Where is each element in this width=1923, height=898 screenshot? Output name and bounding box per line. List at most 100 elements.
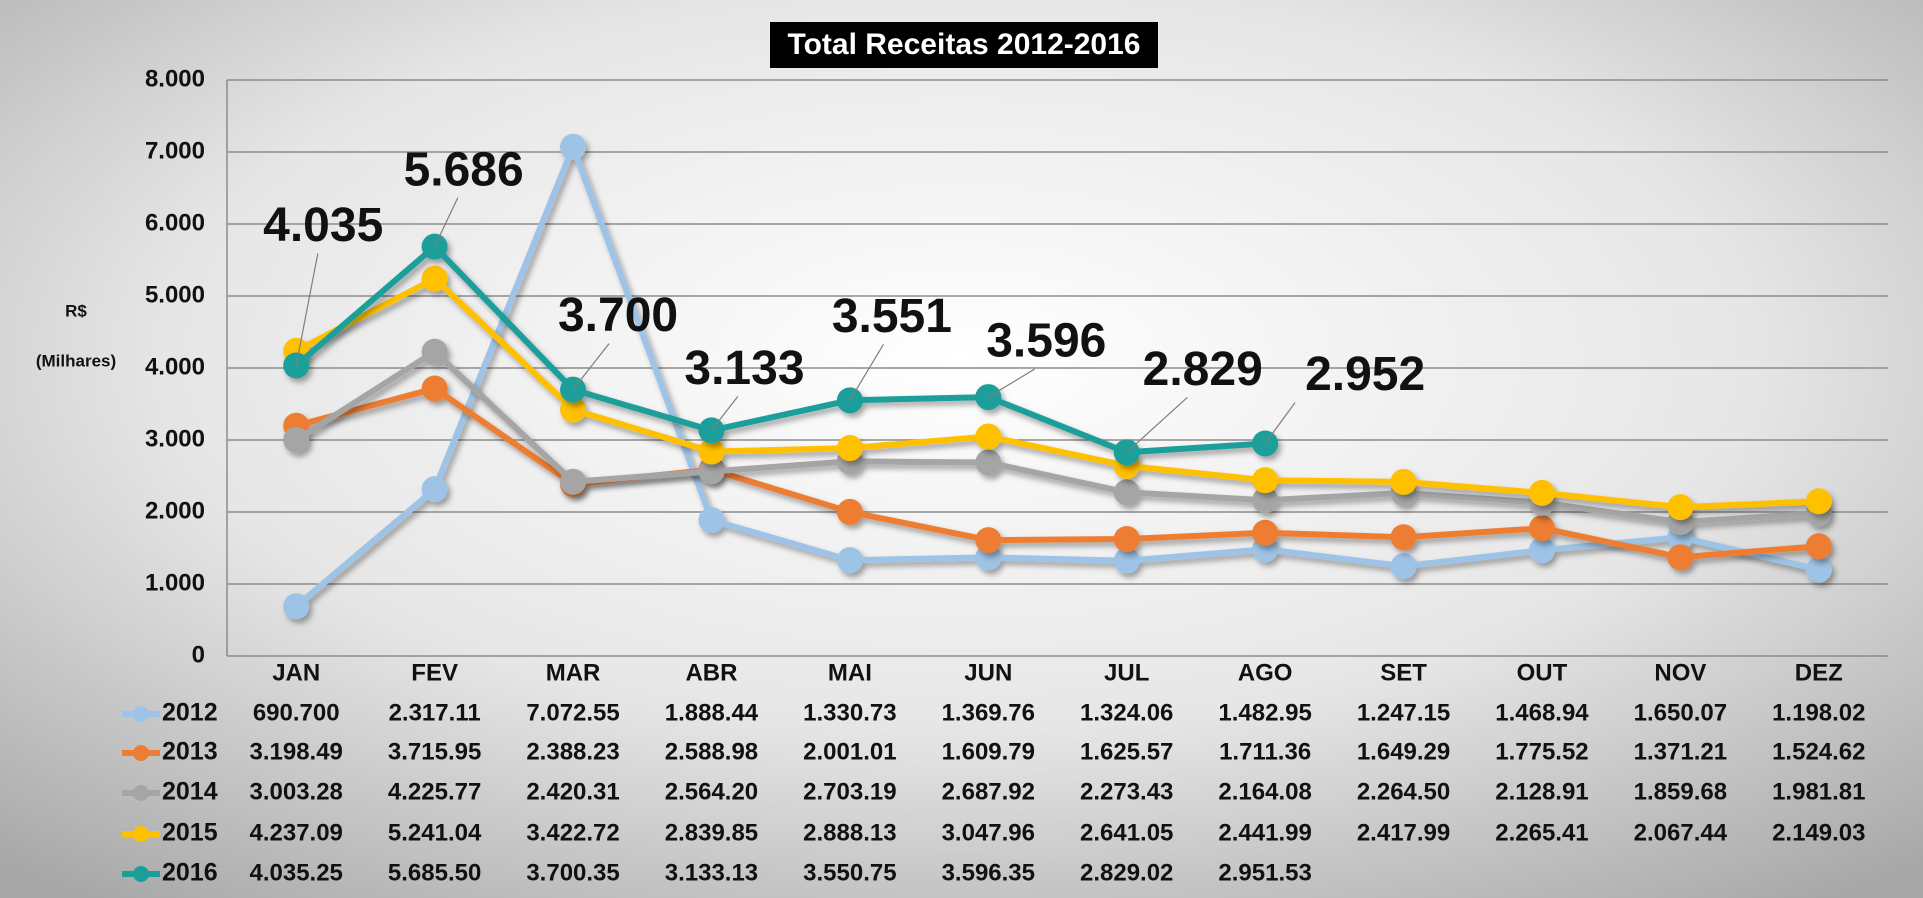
table-cell: 3.550.75 [803, 859, 896, 886]
table-cell: 3.700.35 [526, 859, 619, 886]
data-label: 2.952 [1305, 348, 1425, 401]
table-cell: 1.247.15 [1357, 699, 1450, 726]
point [975, 449, 1002, 476]
point [1390, 553, 1417, 580]
title-box [770, 22, 1158, 68]
x-tick-label: JUL [1104, 659, 1149, 686]
leader-line [849, 344, 884, 401]
point [421, 375, 448, 402]
point [560, 133, 587, 160]
point [283, 426, 310, 453]
leader-line [434, 197, 459, 247]
data-label: 2.829 [1143, 343, 1263, 396]
legend-label: 2012 [162, 699, 218, 727]
table-cell: 2.441.99 [1218, 819, 1311, 846]
series-line [294, 143, 1820, 609]
table-cell: 7.072.55 [526, 699, 619, 726]
series-line [294, 275, 1819, 511]
table-cell: 2.687.92 [942, 778, 1035, 805]
y-axis-label: (Milhares) [36, 351, 116, 370]
table-cell: 3.047.96 [942, 819, 1035, 846]
table-cell: 2.265.41 [1495, 819, 1588, 846]
series [283, 265, 1832, 521]
legend-marker [133, 826, 149, 842]
point [1113, 479, 1140, 506]
table-cell: 2.829.02 [1080, 859, 1173, 886]
y-tick-label: 6.000 [145, 209, 205, 236]
table-cell: 1.625.57 [1080, 738, 1173, 765]
table-cell: 2.264.50 [1357, 778, 1450, 805]
table-cell: 2.420.31 [526, 778, 619, 805]
leader-line [1264, 402, 1296, 444]
y-tick-label: 8.000 [145, 65, 205, 92]
table-cell: 1.369.76 [942, 699, 1035, 726]
point [836, 435, 863, 462]
x-tick-label: MAR [546, 659, 601, 686]
table-cell: 2.564.20 [665, 778, 758, 805]
point [1805, 488, 1832, 515]
x-tick-label: OUT [1517, 659, 1568, 686]
table-cell: 4.035.25 [249, 859, 342, 886]
x-tick-label: NOV [1654, 659, 1706, 686]
x-tick-label: AGO [1238, 659, 1293, 686]
point [421, 338, 448, 365]
table-cell: 3.003.28 [249, 778, 342, 805]
series [283, 375, 1832, 571]
table-cell: 3.596.35 [942, 859, 1035, 886]
leader-line [572, 343, 610, 390]
table-cell: 2.128.91 [1495, 778, 1588, 805]
point [1667, 544, 1694, 571]
data-label: 3.133 [684, 342, 804, 395]
point [698, 507, 725, 534]
point [421, 265, 448, 292]
table-cell: 1.650.07 [1634, 699, 1727, 726]
table-cell: 1.468.94 [1495, 699, 1589, 726]
legend-label: 2015 [162, 819, 218, 847]
x-tick-label: JUN [964, 659, 1012, 686]
y-tick-label: 0 [192, 641, 205, 668]
y-axis-label: R$ [65, 301, 87, 320]
x-tick-label: FEV [411, 659, 458, 686]
point [1113, 525, 1140, 552]
table-cell: 1.649.29 [1357, 738, 1450, 765]
data-label: 3.551 [832, 290, 952, 343]
table-cell: 2.888.13 [803, 819, 896, 846]
point [698, 438, 725, 465]
table-cell: 1.711.36 [1219, 738, 1311, 765]
leader-line [1126, 396, 1188, 453]
point [1805, 533, 1832, 560]
y-tick-label: 3.000 [145, 425, 205, 452]
table-cell: 2.417.99 [1357, 819, 1450, 846]
table-cell: 4.225.77 [388, 778, 481, 805]
point [1667, 494, 1694, 521]
table-cell: 2.641.05 [1080, 819, 1173, 846]
x-tick-label: DEZ [1795, 659, 1843, 686]
table-cell: 1.330.73 [803, 699, 896, 726]
y-tick-label: 1.000 [145, 569, 205, 596]
data-label: 3.700 [558, 289, 678, 342]
table-cell: 3.198.49 [249, 738, 342, 765]
table-cell: 2.839.85 [665, 819, 758, 846]
table-cell: 4.237.09 [249, 819, 342, 846]
series-line [295, 385, 1820, 561]
table-cell: 1.198.02 [1772, 699, 1865, 726]
legend-marker [133, 866, 149, 882]
y-tick-label: 2.000 [145, 497, 205, 524]
point [1390, 468, 1417, 495]
table-cell: 2.149.03 [1772, 819, 1865, 846]
legend-label: 2016 [162, 859, 218, 887]
table-cell: 2.067.44 [1634, 819, 1728, 846]
table-cell: 2.164.08 [1218, 778, 1311, 805]
table-cell: 1.981.81 [1772, 778, 1865, 805]
chart-title: Total Receitas 2012-2016 [788, 28, 1141, 61]
table-cell: 690.700 [253, 699, 340, 726]
legend-marker [133, 785, 149, 801]
table-cell: 2.273.43 [1080, 778, 1173, 805]
point [1528, 515, 1555, 542]
table-cell: 1.524.62 [1772, 738, 1865, 765]
data-label: 5.686 [404, 143, 524, 196]
table-cell: 2.001.01 [803, 738, 896, 765]
point [283, 593, 310, 620]
table-cell: 2.703.19 [803, 778, 896, 805]
point [1252, 487, 1279, 514]
